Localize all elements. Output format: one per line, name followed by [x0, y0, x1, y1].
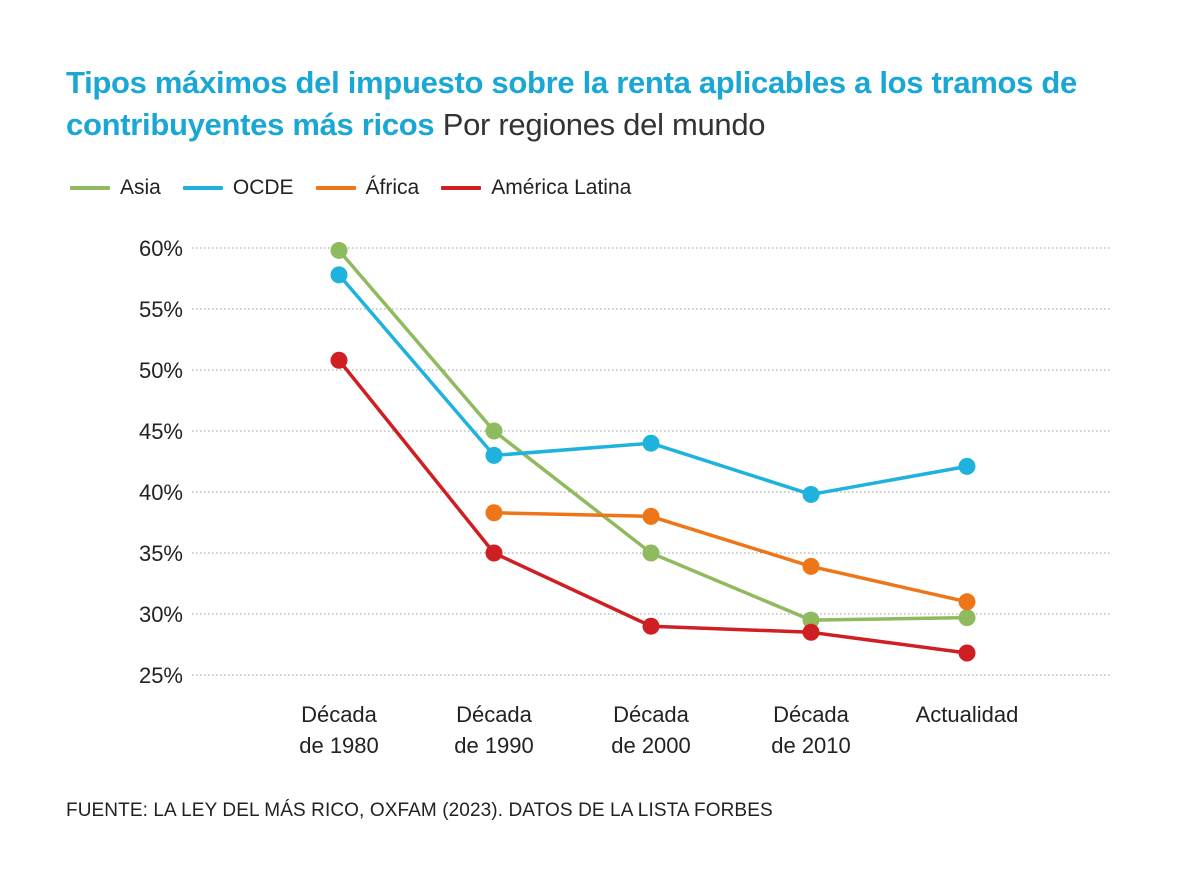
data-point-ocde-3: [802, 485, 820, 503]
legend-label-asia: Asia: [120, 176, 161, 199]
data-point-asia-3: [802, 611, 820, 629]
legend-item-ocde: OCDE: [182, 176, 294, 200]
data-point-america-latina-4: [958, 644, 976, 662]
data-point-africa-1: [485, 504, 503, 522]
data-point-ocde-2: [642, 434, 660, 452]
x-tick-label-0: Década de 1980: [299, 702, 379, 758]
y-tick-label-40: 40%: [139, 480, 183, 505]
series-line-africa: [492, 510, 969, 604]
y-tick-label-45: 45%: [139, 419, 183, 444]
legend-label-africa: África: [365, 176, 420, 199]
data-point-america-latina-0: [330, 351, 348, 369]
data-point-ocde-1: [485, 446, 503, 464]
x-tick-label-1: Década de 1990: [454, 702, 534, 758]
data-point-africa-3: [802, 557, 820, 575]
data-point-africa-4: [958, 593, 976, 611]
data-point-ocde-4: [958, 457, 976, 475]
data-point-america-latina-2: [642, 617, 660, 635]
legend-swatch-asia: [70, 186, 110, 190]
x-tick-label-4: Actualidad: [916, 702, 1019, 727]
legend-item-asia: Asia: [70, 176, 161, 200]
y-tick-label-30: 30%: [139, 602, 183, 627]
source-note: FUENTE: LA LEY DEL MÁS RICO, OXFAM (2023…: [66, 800, 773, 821]
y-tick-label-35: 35%: [139, 541, 183, 566]
data-point-asia-4: [958, 609, 976, 627]
chart-title: Tipos máximos del impuesto sobre la rent…: [66, 62, 1176, 146]
legend-item-africa: África: [315, 176, 420, 200]
data-point-asia-2: [642, 544, 660, 562]
y-tick-label-25: 25%: [139, 663, 183, 688]
data-point-africa-2: [642, 507, 660, 525]
series-line-america-latina: [337, 358, 969, 655]
y-tick-label-60: 60%: [139, 236, 183, 261]
data-point-asia-0: [330, 241, 348, 259]
chart-subtitle: Por regiones del mundo: [442, 107, 766, 142]
legend-item-america-latina: América Latina: [441, 176, 631, 200]
data-point-ocde-0: [330, 266, 348, 284]
y-tick-label-55: 55%: [139, 297, 183, 322]
x-tick-label-3: Década de 2010: [771, 702, 851, 758]
chart-legend: Asia OCDE África América Latina: [70, 173, 653, 203]
data-point-america-latina-3: [802, 623, 820, 641]
legend-swatch-america-latina: [441, 186, 482, 190]
legend-swatch-africa: [315, 186, 356, 190]
chart-title-main: Tipos máximos del impuesto sobre la rent…: [66, 65, 1077, 142]
legend-swatch-ocde: [182, 186, 223, 190]
legend-label-ocde: OCDE: [232, 176, 294, 199]
data-point-asia-1: [485, 422, 503, 440]
x-tick-label-2: Década de 2000: [611, 702, 691, 758]
series-line-ocde: [337, 273, 969, 497]
y-tick-label-50: 50%: [139, 358, 183, 383]
legend-label-america-latina: América Latina: [491, 176, 632, 199]
data-point-america-latina-1: [485, 544, 503, 562]
